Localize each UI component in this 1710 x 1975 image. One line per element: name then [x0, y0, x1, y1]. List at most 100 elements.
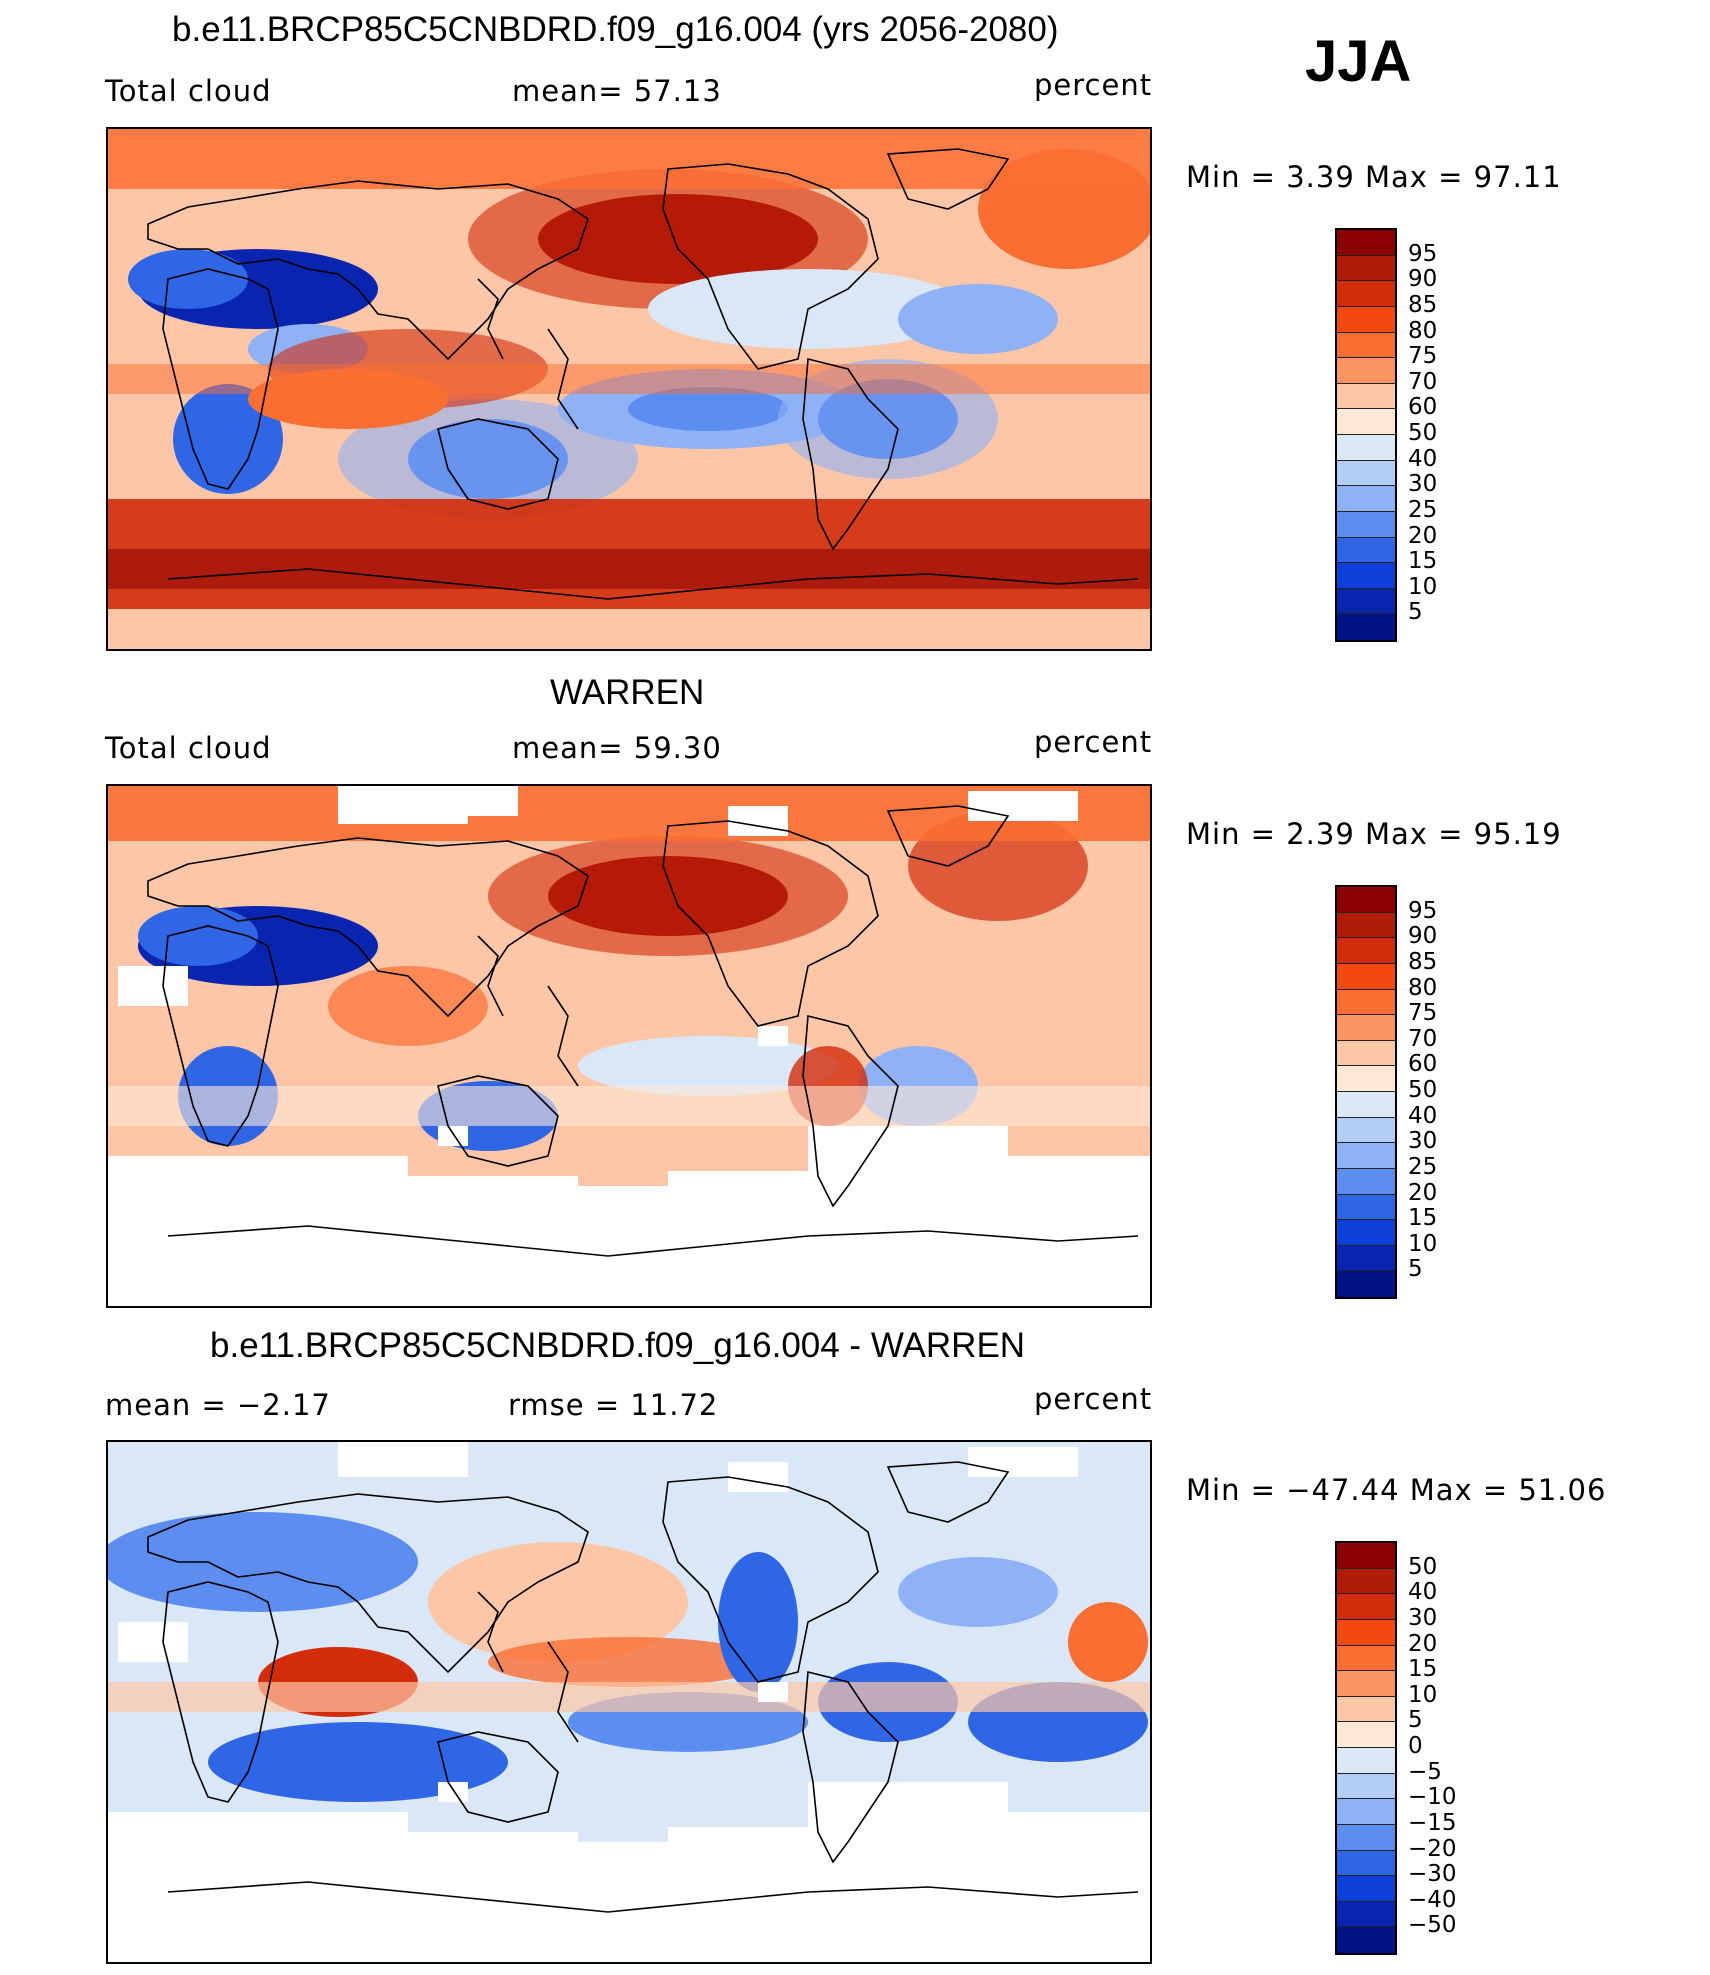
panel-3-title: b.e11.BRCP85C5CNBDRD.f09_g16.004 - WARRE… — [210, 1326, 1026, 1365]
colorbar-tick-label: 15 — [1408, 548, 1438, 575]
colorbar-tick-label: 5 — [1408, 1707, 1423, 1734]
colorbar-tick-label: 90 — [1408, 923, 1438, 950]
colorbar-tick-label: 60 — [1408, 1051, 1438, 1078]
colorbar-swatch — [1337, 1015, 1395, 1041]
colorbar-swatch — [1337, 1619, 1395, 1646]
colorbar-tick-label: 95 — [1408, 240, 1438, 267]
colorbar-tick-label: −5 — [1408, 1758, 1442, 1785]
colorbar-tick-label: −10 — [1408, 1784, 1457, 1811]
colorbar-swatch — [1337, 1645, 1395, 1672]
colorbar-tick-label: 40 — [1408, 1102, 1438, 1129]
colorbar-tick-label: −40 — [1408, 1886, 1457, 1913]
colorbar-tick-label: 50 — [1408, 1077, 1438, 1103]
colorbar-swatch — [1337, 1143, 1395, 1169]
colorbar-tick-label: 5 — [1408, 599, 1423, 626]
colorbar-tick-label: 80 — [1408, 974, 1438, 1001]
colorbar-tick-label: 20 — [1408, 522, 1438, 549]
colorbar-swatch — [1337, 1824, 1395, 1851]
colorbar-swatch — [1337, 1799, 1395, 1825]
colorbar-tick-label: 0 — [1408, 1733, 1423, 1759]
panel-2-minmax: Min = 2.39 Max = 95.19 — [1186, 817, 1562, 851]
colorbar-swatch — [1337, 1927, 1395, 1953]
colorbar-swatch — [1337, 1850, 1395, 1877]
colorbar-swatch — [1337, 563, 1395, 589]
panel-3-units-label: percent — [1034, 1382, 1153, 1416]
colorbar-tick-label: 5 — [1408, 1256, 1423, 1283]
colorbar-swatch — [1337, 1876, 1395, 1902]
colorbar-swatch — [1337, 383, 1395, 410]
panel-2-colorbar — [1335, 885, 1397, 1299]
colorbar-swatch — [1337, 1722, 1395, 1748]
colorbar-swatch — [1337, 486, 1395, 512]
colorbar-swatch — [1337, 614, 1395, 640]
panel-3-rmse-label: rmse = 11.72 — [508, 1388, 719, 1422]
panel-2-map — [106, 784, 1152, 1308]
colorbar-tick-label: 30 — [1408, 471, 1438, 498]
panel-2-title: WARREN — [550, 673, 705, 712]
colorbar-tick-label: 10 — [1408, 1230, 1438, 1257]
colorbar-swatch — [1337, 1168, 1395, 1195]
colorbar-swatch — [1337, 1671, 1395, 1697]
colorbar-swatch — [1337, 912, 1395, 939]
colorbar-tick-label: 10 — [1408, 1681, 1438, 1708]
colorbar-swatch — [1337, 963, 1395, 990]
season-label: JJA — [1305, 29, 1412, 94]
panel-1-map — [106, 127, 1152, 651]
colorbar-swatch — [1337, 409, 1395, 435]
colorbar-swatch — [1337, 1594, 1395, 1620]
colorbar-swatch — [1337, 1194, 1395, 1221]
colorbar-tick-label: 30 — [1408, 1604, 1438, 1631]
colorbar-tick-label: 25 — [1408, 496, 1438, 523]
colorbar-tick-label: 10 — [1408, 573, 1438, 600]
panel-1-mean-label: mean= 57.13 — [512, 74, 722, 108]
panel-2-mean-label: mean= 59.30 — [512, 731, 722, 765]
colorbar-swatch — [1337, 588, 1395, 615]
colorbar-tick-label: 40 — [1408, 445, 1438, 472]
colorbar-swatch — [1337, 460, 1395, 487]
colorbar-tick-label: 15 — [1408, 1205, 1438, 1232]
colorbar-swatch — [1337, 1092, 1395, 1118]
panel-1-variable-label: Total cloud — [105, 74, 272, 108]
colorbar-swatch — [1337, 511, 1395, 538]
colorbar-tick-label: 70 — [1408, 368, 1438, 395]
colorbar-swatch — [1337, 230, 1395, 256]
colorbar-swatch — [1337, 1773, 1395, 1800]
colorbar-swatch — [1337, 435, 1395, 461]
colorbar-swatch — [1337, 989, 1395, 1016]
colorbar-tick-label: 75 — [1408, 1000, 1438, 1027]
colorbar-tick-label: 60 — [1408, 394, 1438, 421]
colorbar-swatch — [1337, 281, 1395, 307]
colorbar-tick-label: 15 — [1408, 1656, 1438, 1683]
colorbar-swatch — [1337, 1271, 1395, 1297]
colorbar-swatch — [1337, 255, 1395, 282]
panel-1-units-label: percent — [1034, 68, 1153, 102]
colorbar-tick-label: 50 — [1408, 420, 1438, 446]
colorbar-swatch — [1337, 1748, 1395, 1774]
panel-2-variable-label: Total cloud — [105, 731, 272, 765]
colorbar-tick-label: 50 — [1408, 1553, 1438, 1580]
panel-3-map — [106, 1440, 1152, 1964]
colorbar-tick-label: −30 — [1408, 1861, 1457, 1888]
colorbar-swatch — [1337, 1220, 1395, 1246]
colorbar-tick-label: 85 — [1408, 948, 1438, 975]
colorbar-swatch — [1337, 1245, 1395, 1272]
colorbar-swatch — [1337, 332, 1395, 359]
panel-3-mean-label: mean = −2.17 — [105, 1388, 331, 1422]
panel-3-colorbar — [1335, 1541, 1397, 1955]
colorbar-tick-label: 20 — [1408, 1630, 1438, 1657]
colorbar-swatch — [1337, 1066, 1395, 1092]
colorbar-swatch — [1337, 1040, 1395, 1067]
colorbar-tick-label: 75 — [1408, 343, 1438, 370]
panel-3-minmax: Min = −47.44 Max = 51.06 — [1186, 1473, 1607, 1507]
colorbar-tick-label: 70 — [1408, 1025, 1438, 1052]
panel-1-colorbar — [1335, 228, 1397, 642]
colorbar-swatch — [1337, 1543, 1395, 1569]
colorbar-tick-label: 90 — [1408, 266, 1438, 293]
panel-1-minmax: Min = 3.39 Max = 97.11 — [1186, 160, 1562, 194]
colorbar-swatch — [1337, 1117, 1395, 1144]
colorbar-tick-label: 25 — [1408, 1153, 1438, 1180]
panel-2-units-label: percent — [1034, 725, 1153, 759]
colorbar-tick-label: 40 — [1408, 1579, 1438, 1606]
colorbar-swatch — [1337, 1696, 1395, 1723]
colorbar-tick-label: −50 — [1408, 1912, 1457, 1939]
